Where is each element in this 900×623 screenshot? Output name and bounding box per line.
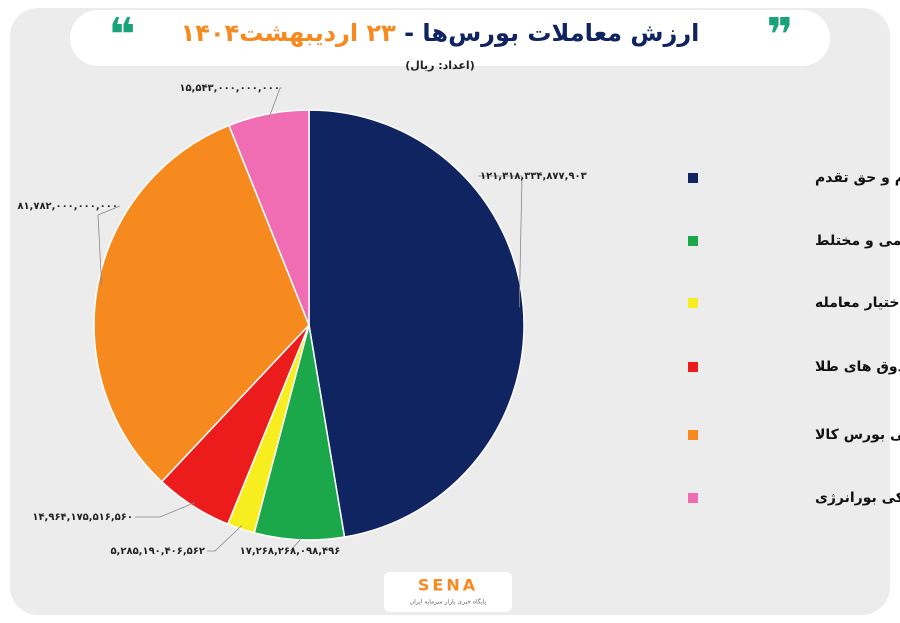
legend-label: صندوق های طلا [815,359,900,375]
pie-slice [93,124,310,483]
value-label: ۱۲۱,۳۱۸,۳۳۴,۸۷۷,۹۰۳ [480,171,587,182]
title-date: ۲۳ اردیبهشت۱۴۰۴ [181,19,396,47]
legend-swatch [688,430,698,440]
leader-line [97,205,121,286]
legend-label: سهام و حق تقدم [815,170,900,186]
value-label: ۸۱,۷۸۲,۰۰۰,۰۰۰,۰۰۰ [17,201,118,212]
legend-label: اختیار معامله [815,295,900,311]
legend-swatch [688,298,698,308]
quote-mark: ❝ [109,8,136,62]
title-pill [70,10,830,66]
legend-label: صندوق سهامی و مختلط [815,233,900,249]
leader-line [135,502,196,518]
leader-line [289,535,301,552]
logo-box [384,572,512,612]
value-label: ۱۴,۹۶۴,۱۷۵,۵۱۶,۵۶۰ [32,512,133,523]
legend-swatch [688,236,698,246]
value-label: ۵,۲۸۵,۱۹۰,۴۰۶,۵۶۲ [110,546,205,557]
leader-line [268,87,282,118]
pie-slice [308,109,525,538]
quote-mark: ❞ [767,8,794,62]
logo: SENA [418,576,478,595]
subtitle: (اعداد: ریال) [405,59,474,72]
legend-swatch [688,493,698,503]
logo-tagline: پایگاه خبری بازار سرمایه ایران [410,598,487,606]
value-label: ۱۷,۲۶۸,۲۶۸,۰۹۸,۴۹۶ [240,546,341,557]
chart-title: ارزش معاملات بورس‌ها - ۲۳ اردیبهشت۱۴۰۴ [181,19,700,47]
leader-line [478,175,523,308]
legend-label: بازار فیزیکی بورانرژی [815,490,900,506]
title-text: ارزش معاملات بورس‌ها - [404,19,699,47]
value-label: ۱۵,۵۴۳,۰۰۰,۰۰۰,۰۰۰ [179,83,280,94]
legend-swatch [688,362,698,372]
legend-label: بازار فیزیکی بورس کالا [815,427,900,443]
legend-swatch [688,173,698,183]
leader-line [207,524,243,552]
pie-slice [228,109,310,326]
